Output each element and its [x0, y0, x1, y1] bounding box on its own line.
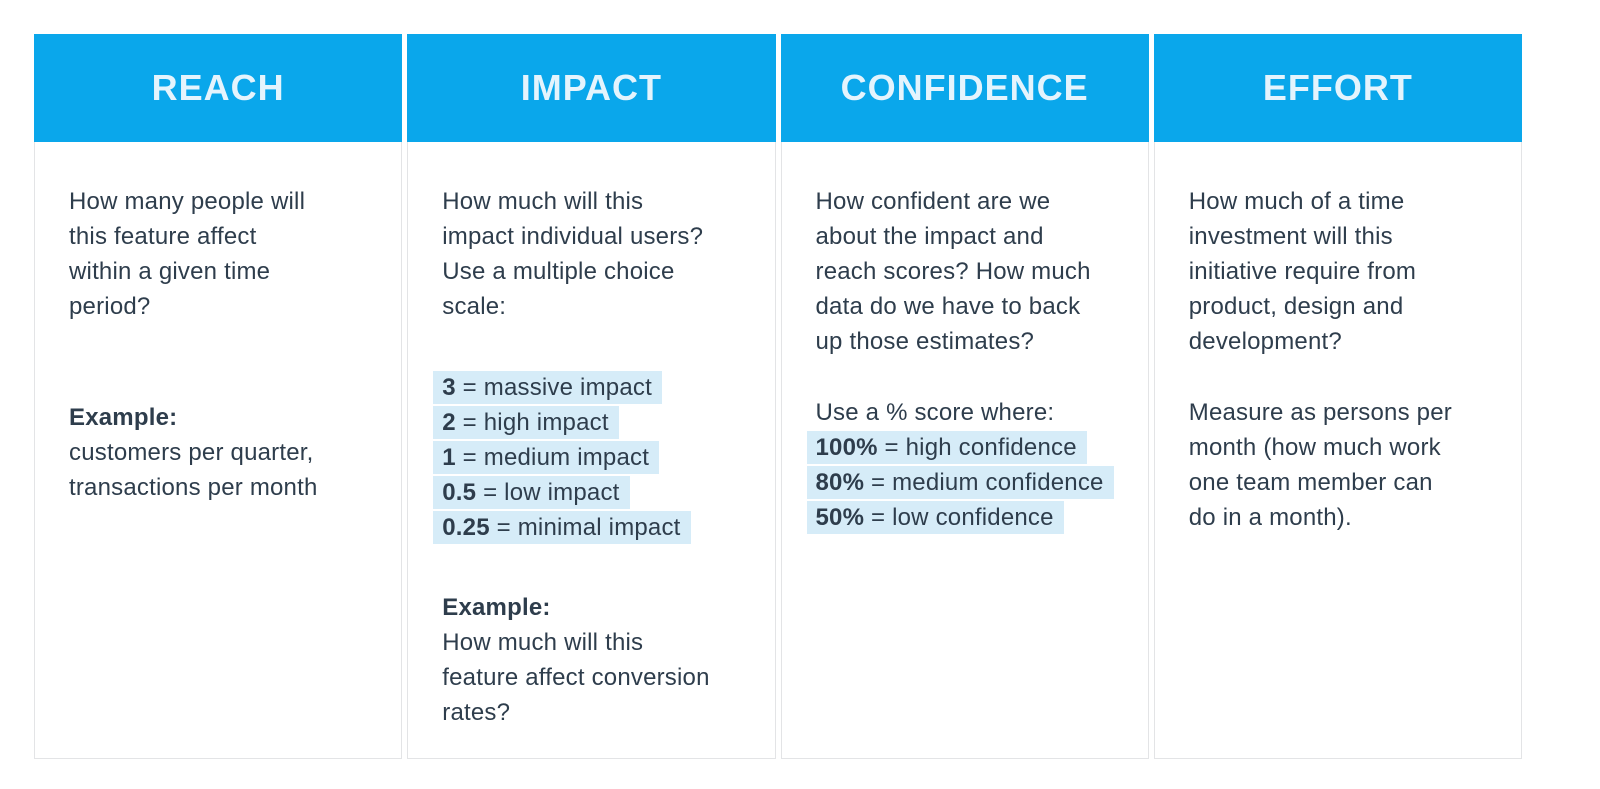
column-header-impact: IMPACT — [407, 34, 776, 142]
scale-text: = high impact — [455, 409, 609, 436]
column-header-reach: REACH — [34, 34, 403, 142]
scale-text: = low impact — [476, 479, 620, 506]
column-confidence: CONFIDENCE How confident are we about th… — [780, 34, 1149, 759]
confidence-scale-row-low: 50% = low confidence — [806, 500, 1130, 535]
highlighted-scale-line: 0.25 = minimal impact — [433, 511, 691, 544]
impact-scale-row-medium: 1 = medium impact — [433, 440, 756, 475]
rice-framework-table: REACH How many people will this feature … — [34, 34, 1522, 759]
reach-question: How many people will this feature affect… — [69, 188, 306, 320]
impact-example-text: How much will this feature affect conver… — [442, 629, 710, 726]
effort-detail: Measure as persons per month (how much w… — [1188, 399, 1452, 531]
column-body-confidence: How confident are we about the impact an… — [780, 142, 1149, 759]
highlighted-scale-line: 100% = high confidence — [806, 431, 1087, 464]
impact-example-label: Example: — [442, 594, 551, 621]
confidence-scale: 100% = high confidence 80% = medium conf… — [806, 430, 1130, 535]
confidence-scale-row-medium: 80% = medium confidence — [806, 465, 1130, 500]
impact-scale-row-massive: 3 = massive impact — [433, 370, 756, 405]
confidence-question: How confident are we about the impact an… — [815, 188, 1091, 355]
highlighted-scale-line: 1 = medium impact — [433, 441, 660, 474]
column-reach: REACH How many people will this feature … — [34, 34, 403, 759]
highlighted-scale-line: 50% = low confidence — [806, 501, 1064, 534]
confidence-scale-intro: Use a % score where: — [815, 399, 1055, 426]
impact-scale: 3 = massive impact 2 = high impact 1 = m… — [433, 370, 756, 545]
column-header-confidence: CONFIDENCE — [780, 34, 1149, 142]
highlighted-scale-line: 80% = medium confidence — [806, 466, 1114, 499]
reach-example-label: Example: — [69, 404, 178, 431]
scale-value: 1 — [442, 444, 456, 471]
column-title-effort: EFFORT — [1262, 67, 1413, 108]
column-impact: IMPACT How much will this impact individ… — [407, 34, 776, 759]
highlighted-scale-line: 2 = high impact — [433, 406, 619, 439]
column-body-impact: How much will this impact individual use… — [407, 142, 776, 759]
column-header-effort: EFFORT — [1153, 34, 1522, 142]
scale-text: = low confidence — [864, 504, 1054, 531]
highlighted-scale-line: 3 = massive impact — [433, 371, 662, 404]
highlighted-scale-line: 0.5 = low impact — [433, 476, 630, 509]
scale-value: 80% — [815, 469, 865, 496]
impact-scale-row-high: 2 = high impact — [433, 405, 756, 440]
impact-scale-row-minimal: 0.25 = minimal impact — [433, 510, 756, 545]
effort-question: How much of a time investment will this … — [1188, 188, 1417, 355]
reach-example-text: customers per quarter, transactions per … — [69, 439, 318, 501]
confidence-scale-row-high: 100% = high confidence — [806, 430, 1130, 465]
scale-text: = medium impact — [455, 444, 650, 471]
scale-value: 50% — [815, 504, 865, 531]
column-effort: EFFORT How much of a time investment wil… — [1153, 34, 1522, 759]
scale-text: = minimal impact — [489, 514, 681, 541]
scale-text: = medium confidence — [864, 469, 1104, 496]
scale-value: 2 — [442, 409, 456, 436]
scale-text: = high confidence — [877, 434, 1077, 461]
column-title-reach: REACH — [151, 67, 285, 108]
scale-value: 0.25 — [442, 514, 490, 541]
scale-value: 3 — [442, 374, 456, 401]
column-title-confidence: CONFIDENCE — [840, 67, 1089, 108]
scale-text: = massive impact — [455, 374, 652, 401]
impact-question: How much will this impact individual use… — [442, 188, 704, 320]
column-body-reach: How many people will this feature affect… — [34, 142, 403, 759]
impact-scale-row-low: 0.5 = low impact — [433, 475, 756, 510]
column-title-impact: IMPACT — [520, 67, 663, 108]
scale-value: 100% — [815, 434, 878, 461]
scale-value: 0.5 — [442, 479, 477, 506]
column-body-effort: How much of a time investment will this … — [1153, 142, 1522, 759]
